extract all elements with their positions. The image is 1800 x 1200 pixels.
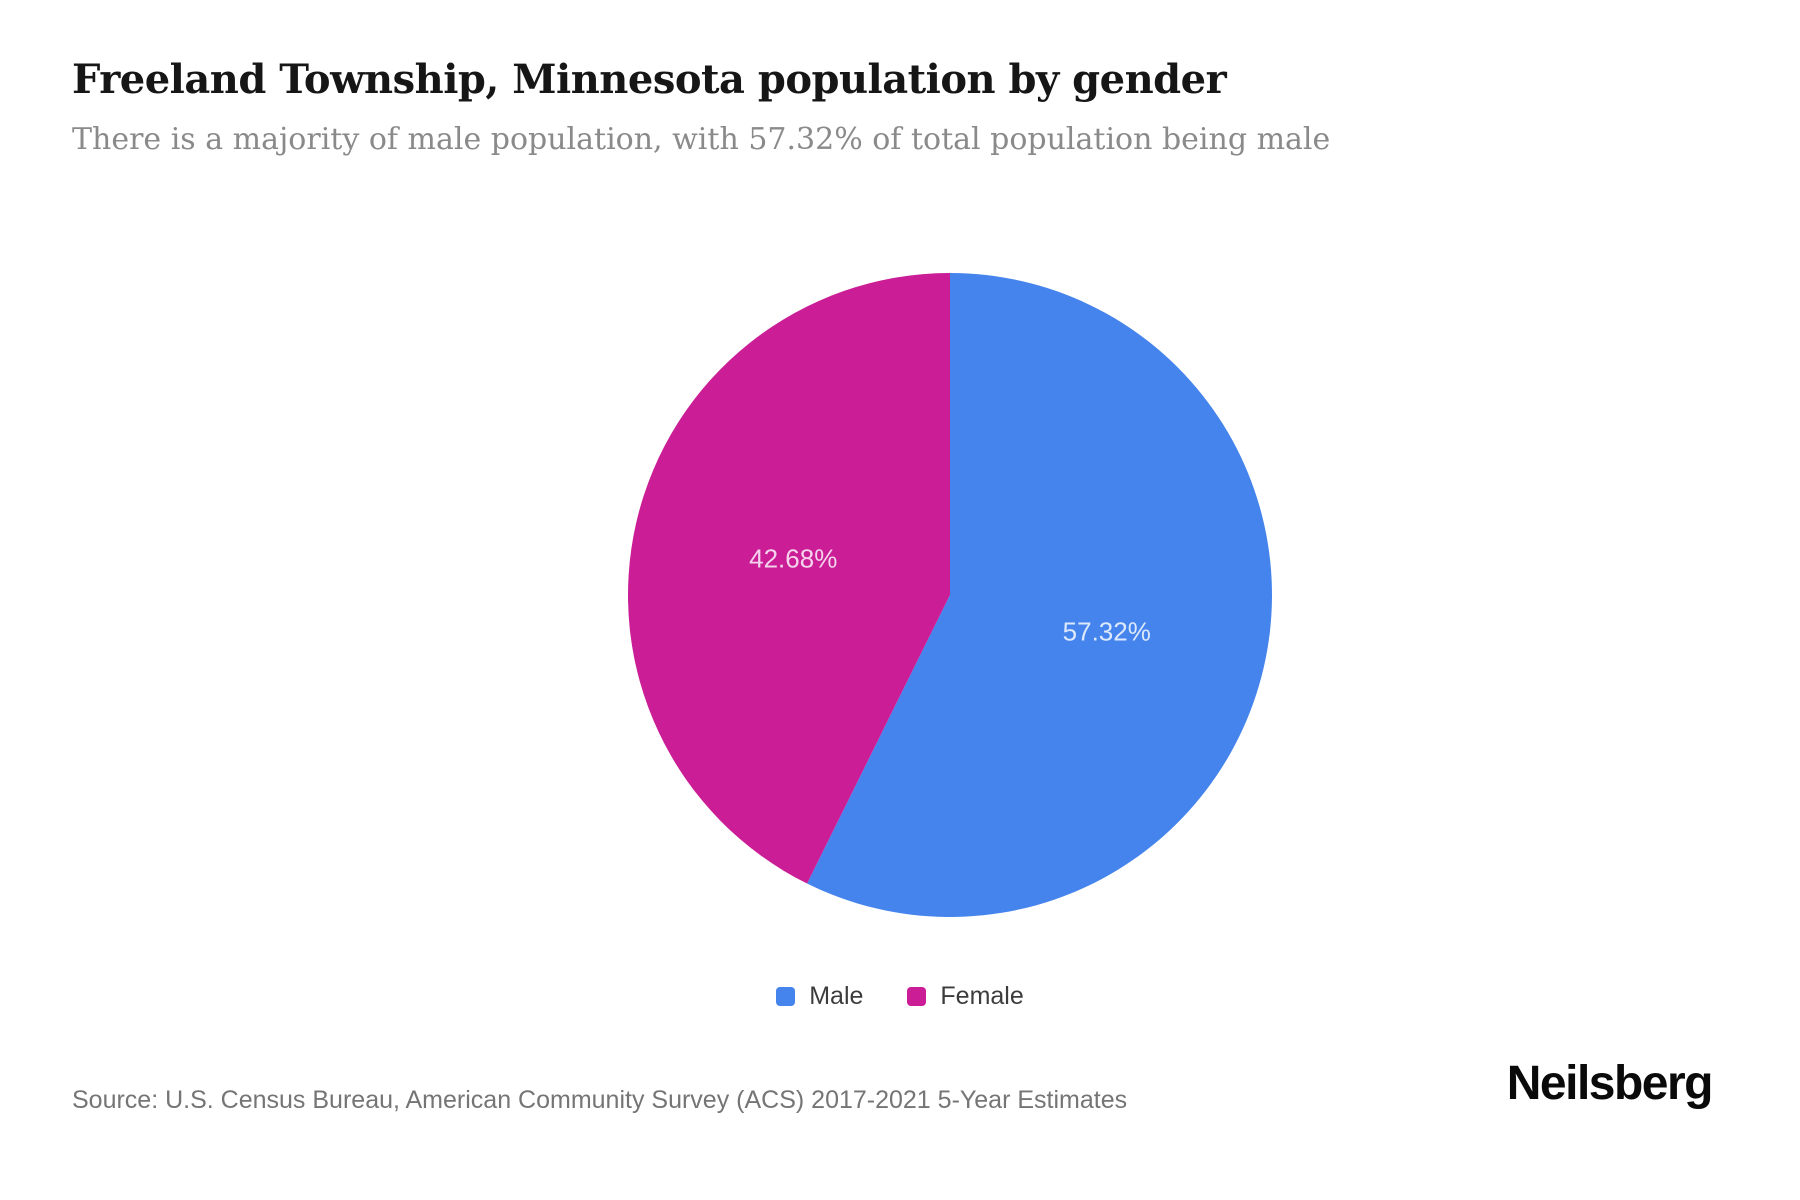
source-note: Source: U.S. Census Bureau, American Com…	[72, 1086, 1128, 1114]
brand-logo: Neilsberg	[1506, 1057, 1714, 1110]
legend-swatch-female	[907, 987, 927, 1006]
legend-swatch-male	[776, 987, 796, 1006]
legend-item-female[interactable]: Female	[907, 982, 1024, 1011]
page-subtitle: There is a majority of male population, …	[72, 122, 1331, 157]
pie-chart: 57.32% 42.68%	[628, 273, 1272, 917]
pie-slice-female[interactable]	[628, 273, 950, 884]
pie-chart-svg: 57.32% 42.68%	[628, 273, 1272, 917]
pie-slice-label-female: 42.68%	[749, 543, 837, 573]
legend-label-female: Female	[940, 982, 1024, 1010]
page-title: Freeland Township, Minnesota population …	[72, 56, 1227, 103]
pie-slice-male[interactable]	[807, 273, 1272, 917]
pie-slice-label-male: 57.32%	[1063, 617, 1151, 647]
legend: Male Female	[0, 982, 1800, 1011]
legend-label-male: Male	[809, 982, 864, 1010]
legend-item-male[interactable]: Male	[776, 982, 863, 1011]
